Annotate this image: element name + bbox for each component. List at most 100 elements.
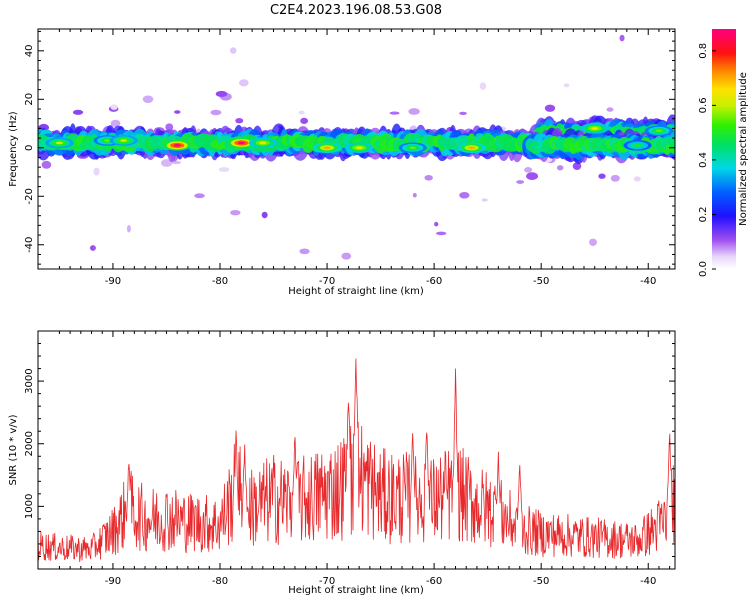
colorbar-tick-label: 0.2 xyxy=(698,207,709,223)
x-tick-label: -60 xyxy=(426,576,442,587)
spectrogram-speckle xyxy=(230,209,241,216)
spectrogram-speckle xyxy=(556,165,564,171)
spectrogram-speckle xyxy=(563,83,570,88)
snr-y-ticks: 1000 2000 3000 xyxy=(24,330,675,557)
spectrogram-speckle xyxy=(218,167,230,172)
spectrogram-speckle xyxy=(300,117,309,124)
spectrogram-speckle xyxy=(572,162,582,171)
x-tick-label: -50 xyxy=(533,576,549,587)
spectrogram-speckle xyxy=(229,47,237,54)
spectrogram-cell xyxy=(668,138,675,149)
spectrogram-speckle xyxy=(526,172,539,181)
spectrogram-speckle xyxy=(110,104,118,110)
y-tick-label: 20 xyxy=(24,93,35,106)
snr-frame xyxy=(37,330,676,570)
spectrogram-speckle xyxy=(41,160,52,169)
y-tick-label: 0 xyxy=(24,145,35,151)
spectrogram-peak xyxy=(409,146,417,150)
spectrogram-peak xyxy=(237,141,245,145)
spectrogram-speckle xyxy=(215,90,228,98)
spectrogram-speckle xyxy=(174,110,181,114)
spectrogram-peak xyxy=(355,146,363,150)
spectrogram-speckle xyxy=(516,180,525,184)
spectrogram-speckle xyxy=(89,245,96,251)
spectrogram-speckle xyxy=(142,95,154,103)
y-tick-label: 1000 xyxy=(24,494,35,519)
figure-title: C2E4.2023.196.08.53.G08 xyxy=(270,3,442,18)
colorbar-gradient xyxy=(712,29,736,269)
snr-x-ticks: -90 -80 -70 -60 -50 -40 xyxy=(58,331,671,587)
y-tick-label: 2000 xyxy=(24,431,35,456)
spectrogram-speckle xyxy=(165,123,174,131)
spectrogram-x-ticks: -90 -80 -70 -60 -50 -40 xyxy=(58,29,671,287)
spectrogram-peak xyxy=(634,144,642,147)
snr-x-axis-label: Height of straight line (km) xyxy=(288,585,424,596)
y-tick-label: 40 xyxy=(24,44,35,57)
y-tick-label: -40 xyxy=(24,237,35,253)
spectrogram-x-axis-label: Height of straight line (km) xyxy=(288,286,424,297)
spectrogram-speckle xyxy=(160,159,173,167)
x-tick-label: -80 xyxy=(212,276,228,287)
spectrogram-speckle xyxy=(341,252,352,260)
spectrogram-peak xyxy=(104,139,112,142)
spectrogram-panel: -90 -80 -70 -60 -50 -40 -40 -20 0 20 40 Height of… xyxy=(8,28,676,297)
spectrogram-speckle xyxy=(196,128,201,134)
spectrogram-speckle xyxy=(408,108,420,115)
spectrogram-speckle xyxy=(210,109,222,116)
spectrogram-speckle xyxy=(298,110,305,115)
spectrogram-speckle xyxy=(589,238,597,246)
spectrogram-speckle xyxy=(598,173,606,179)
spectrogram-frame xyxy=(37,28,676,270)
spectrogram-speckle xyxy=(459,191,470,199)
snr-y-axis-label: SNR (10 * v/v) xyxy=(8,414,19,485)
spectrogram-peak xyxy=(591,127,599,130)
x-tick-label: -60 xyxy=(426,276,442,287)
spectrogram-peak xyxy=(55,141,63,145)
x-tick-label: -40 xyxy=(640,576,656,587)
spectrogram-speckle xyxy=(389,111,400,115)
x-tick-label: -40 xyxy=(640,276,656,287)
spectrogram-speckle xyxy=(261,211,268,219)
spectrogram-speckle xyxy=(606,107,614,112)
x-tick-label: -70 xyxy=(319,276,335,287)
spectrogram-speckle xyxy=(544,104,556,112)
spectrogram-peak xyxy=(323,146,331,150)
colorbar: 0.0 0.2 0.4 0.6 0.8 Normalized spectral ampl… xyxy=(698,29,749,277)
snr-panel: -90 -80 -70 -60 -50 -40 1000 2000 3000 Height o… xyxy=(8,330,676,596)
spectrogram-speckle xyxy=(194,193,205,199)
spectrogram-speckle xyxy=(170,160,182,165)
spectrogram-speckle xyxy=(93,167,100,176)
spectrogram-speckle xyxy=(435,231,447,236)
spectrogram-y-axis-label: Frequency (Hz) xyxy=(8,111,19,187)
spectrogram-peak xyxy=(655,129,663,133)
x-tick-label: -90 xyxy=(105,276,121,287)
colorbar-ticks: 0.0 0.2 0.4 0.6 0.8 xyxy=(698,43,716,277)
spectrogram-peak xyxy=(259,141,267,145)
spectrogram-speckle xyxy=(479,82,487,90)
spectrogram-peak xyxy=(173,144,181,147)
spectrogram-peak xyxy=(120,139,128,142)
spectrogram-speckle xyxy=(110,119,121,127)
spectrogram-image xyxy=(38,34,675,260)
colorbar-tick-label: 0.0 xyxy=(698,261,709,277)
colorbar-tick-label: 0.8 xyxy=(698,43,709,59)
spectrogram-speckle xyxy=(239,79,249,87)
colorbar-label: Normalized spectral amplitude xyxy=(738,72,749,226)
spectrogram-speckle xyxy=(610,174,620,182)
spectrogram-speckle xyxy=(524,166,533,173)
x-tick-label: -70 xyxy=(319,576,335,587)
x-tick-label: -50 xyxy=(533,276,549,287)
colorbar-tick-label: 0.6 xyxy=(698,97,709,113)
x-tick-label: -90 xyxy=(105,576,121,587)
snr-series-line xyxy=(38,358,675,563)
spectrogram-speckle xyxy=(72,109,84,115)
spectrogram-y-ticks: -40 -20 0 20 40 xyxy=(24,30,675,265)
x-tick-label: -80 xyxy=(212,576,228,587)
spectrogram-speckle xyxy=(481,198,488,202)
spectrogram-speckle xyxy=(126,224,131,233)
y-tick-label: 3000 xyxy=(24,368,35,393)
spectrogram-speckle xyxy=(424,174,433,181)
spectrogram-speckle xyxy=(299,248,310,255)
colorbar-tick-label: 0.4 xyxy=(698,152,709,168)
